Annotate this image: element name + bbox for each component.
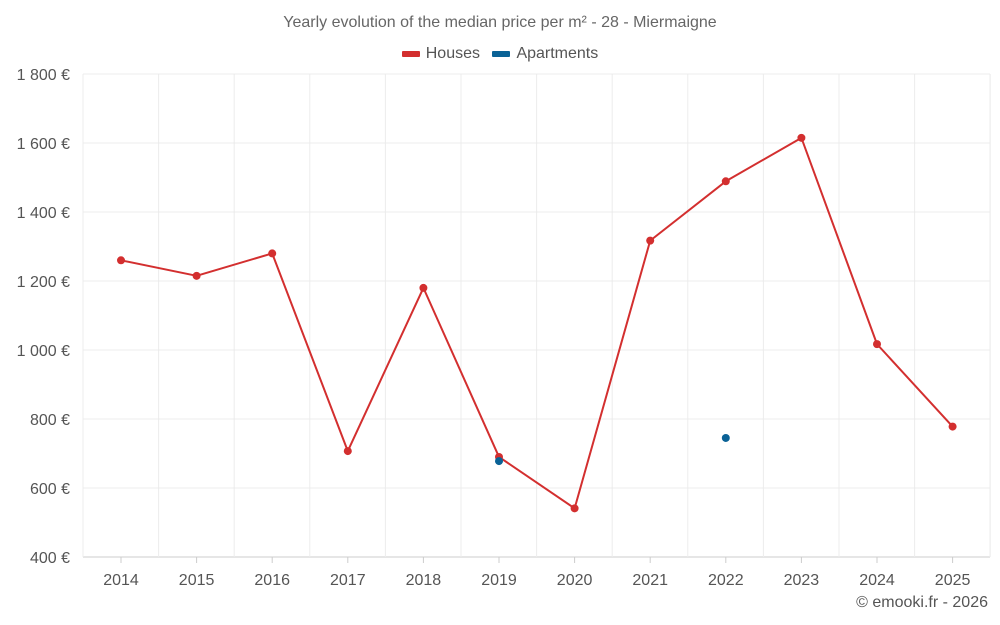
y-tick-label: 600 € xyxy=(30,481,70,498)
data-point-houses-2015[interactable] xyxy=(192,271,201,280)
data-point-houses-2014[interactable] xyxy=(117,256,125,265)
data-point-apartments-2019[interactable] xyxy=(495,457,503,466)
y-tick-label: 1 600 € xyxy=(17,136,70,153)
x-tick-label: 2014 xyxy=(103,572,139,589)
x-tick-label: 2019 xyxy=(481,572,517,589)
data-point-houses-2020[interactable] xyxy=(570,504,579,513)
x-tick-label: 2021 xyxy=(632,572,668,589)
x-tick-label: 2024 xyxy=(859,572,895,589)
x-tick-label: 2025 xyxy=(935,572,971,589)
legend-item-houses[interactable]: Houses xyxy=(401,45,480,63)
legend-swatch-houses xyxy=(401,51,420,57)
series-line-houses xyxy=(120,136,954,510)
legend: Houses Apartments xyxy=(0,44,1000,63)
x-tick-label: 2020 xyxy=(557,572,593,589)
y-tick-label: 1 800 € xyxy=(17,67,70,84)
x-tick-label: 2022 xyxy=(708,572,744,589)
x-tick-label: 2018 xyxy=(406,572,442,589)
y-tick-label: 1 400 € xyxy=(17,205,70,222)
data-point-houses-2021[interactable] xyxy=(646,236,655,245)
axes: 400 € 600 € 800 € 1 000 € 1 200 € 1 400 € 1 60… xyxy=(17,67,971,589)
y-tick-label: 800 € xyxy=(30,412,70,429)
data-point-houses-2023[interactable] xyxy=(797,133,806,142)
x-tick-label: 2023 xyxy=(784,572,820,589)
data-point-houses-2025[interactable] xyxy=(948,422,957,431)
series xyxy=(117,133,957,513)
legend-label-apartments: Apartments xyxy=(516,45,599,62)
data-point-houses-2016[interactable] xyxy=(268,249,277,258)
credit-text: © emooki.fr - 2026 xyxy=(856,594,988,611)
y-tick-label: 1 000 € xyxy=(17,343,70,360)
x-tick-label: 2015 xyxy=(179,572,215,589)
legend-item-apartments[interactable]: Apartments xyxy=(492,45,598,63)
data-point-houses-2024[interactable] xyxy=(873,340,881,349)
chart-title: Yearly evolution of the median price per… xyxy=(283,14,717,31)
grid xyxy=(82,73,991,558)
data-point-houses-2018[interactable] xyxy=(419,283,428,292)
data-point-houses-2022[interactable] xyxy=(721,177,730,186)
data-point-apartments-2022[interactable] xyxy=(721,433,730,442)
y-tick-label: 1 200 € xyxy=(17,274,70,291)
legend-label-houses: Houses xyxy=(425,45,480,62)
legend-swatch-apartments xyxy=(492,51,511,57)
data-point-houses-2017[interactable] xyxy=(343,447,352,456)
y-tick-label: 400 € xyxy=(30,550,70,567)
x-tick-label: 2016 xyxy=(254,572,290,589)
x-tick-label: 2017 xyxy=(330,572,366,589)
